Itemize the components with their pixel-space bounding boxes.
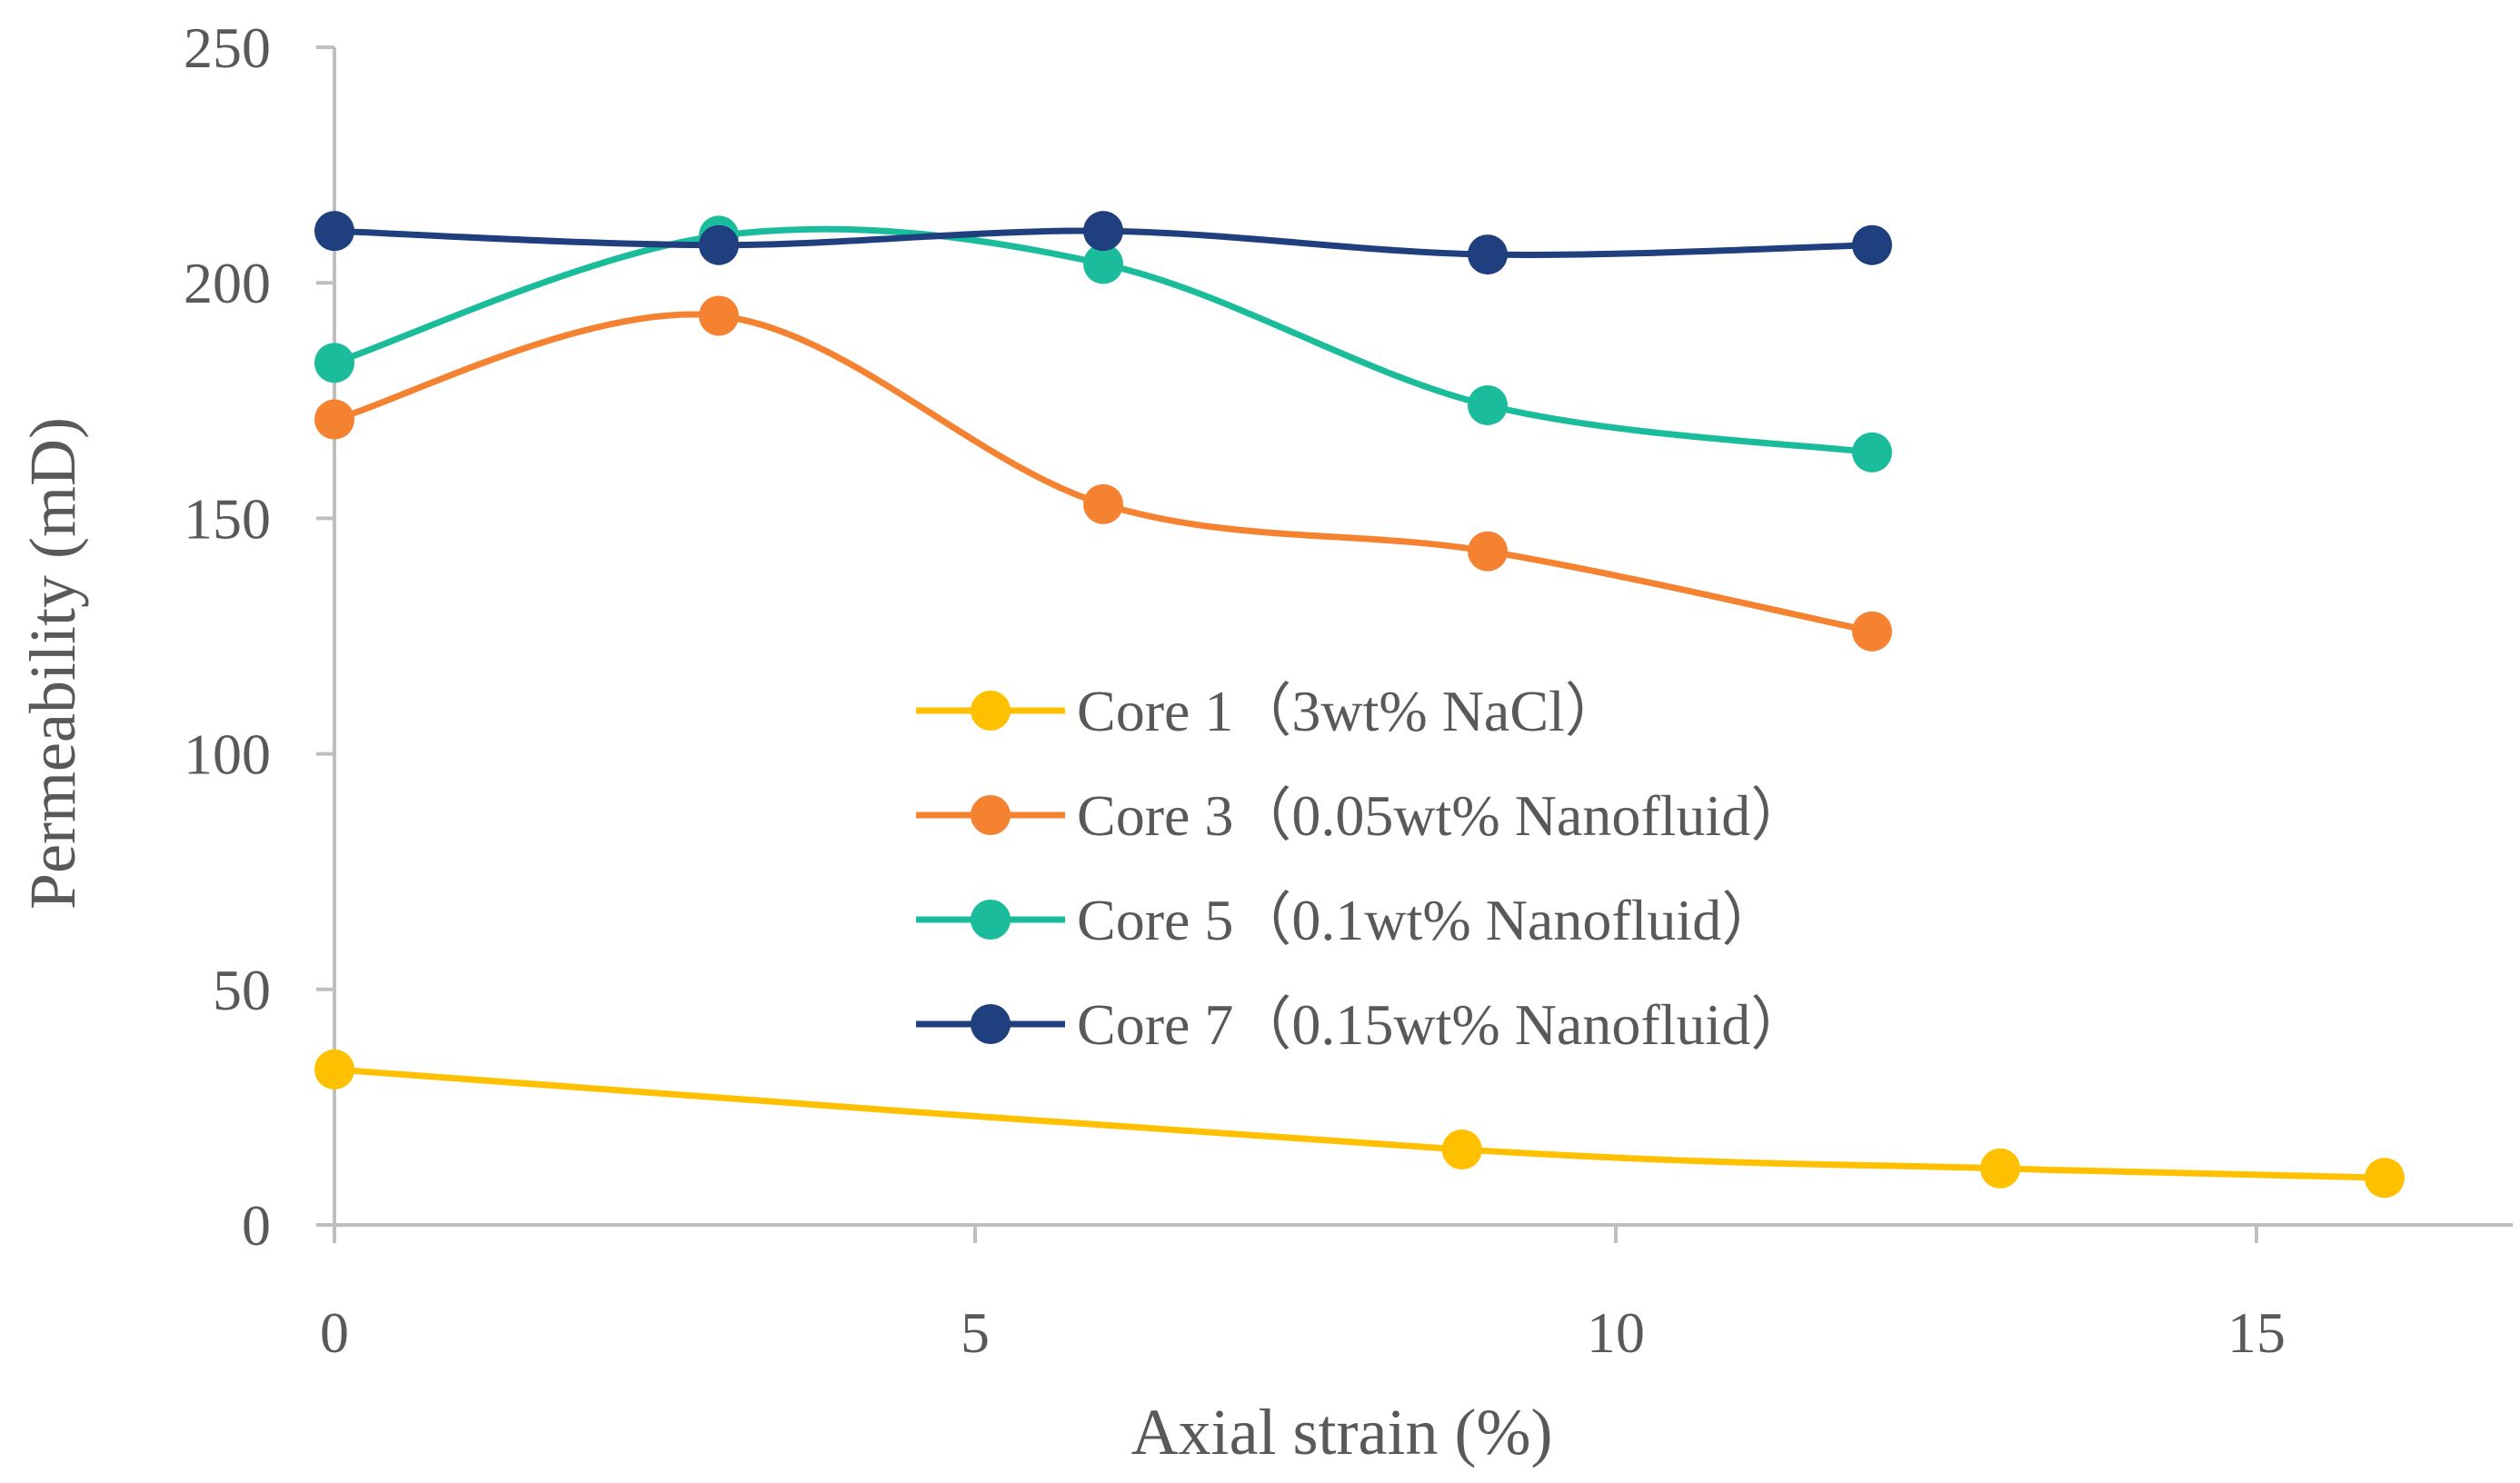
data-point: [1083, 211, 1123, 252]
y-tick-label: 100: [184, 722, 271, 787]
series-3: [314, 215, 1892, 473]
data-point: [1852, 224, 1892, 265]
series-1: [314, 1049, 2405, 1199]
legend-swatch-marker: [971, 900, 1011, 940]
data-point: [1468, 234, 1508, 275]
data-point: [2365, 1158, 2405, 1199]
data-point: [1468, 384, 1508, 425]
tick-labels: 0 50 100 150 200 250 0 5 10 15: [184, 15, 2286, 1365]
x-tick-label: 5: [961, 1300, 990, 1365]
y-tick-label: 0: [242, 1193, 271, 1258]
data-point: [1852, 432, 1892, 473]
legend-swatch-marker: [971, 691, 1011, 731]
legend-label: Core 3（0.05wt% Nanofluid）: [1077, 783, 1808, 848]
legend-swatch-marker: [971, 1004, 1011, 1044]
x-tick-label: 15: [2227, 1300, 2286, 1365]
legend-item: Core 5（0.1wt% Nanofluid）: [916, 888, 1779, 952]
data-point: [314, 399, 354, 440]
legend-item: Core 7（0.15wt% Nanofluid）: [916, 992, 1808, 1057]
legend-label: Core 1（3wt% NaCl）: [1077, 679, 1623, 743]
legend-label: Core 5（0.1wt% Nanofluid）: [1077, 888, 1779, 952]
series-group: [314, 211, 2405, 1199]
data-point: [1852, 611, 1892, 652]
series-line: [331, 311, 1876, 635]
data-point: [314, 211, 354, 252]
x-tick-label: 0: [320, 1300, 349, 1365]
tick-marks: [316, 45, 2258, 1243]
data-point: [1980, 1148, 2020, 1189]
series-4: [314, 211, 1892, 275]
legend-item: Core 1（3wt% NaCl）: [916, 679, 1623, 743]
series-2: [314, 295, 1892, 652]
y-tick-label: 50: [213, 958, 271, 1022]
data-point: [314, 343, 354, 383]
data-point: [1083, 244, 1123, 284]
data-point: [699, 224, 739, 265]
data-point: [1083, 483, 1123, 524]
data-point: [699, 295, 739, 336]
y-tick-label: 150: [184, 486, 271, 551]
series-line: [331, 1066, 2388, 1181]
legend-label: Core 7（0.15wt% Nanofluid）: [1077, 992, 1808, 1057]
x-tick-label: 10: [1587, 1300, 1645, 1365]
data-point: [1441, 1130, 1482, 1170]
y-axis-title: Permeability (mD): [16, 417, 89, 910]
legend-item: Core 3（0.05wt% Nanofluid）: [916, 783, 1808, 848]
legend-swatch-marker: [971, 795, 1011, 835]
y-tick-label: 200: [184, 251, 271, 315]
data-point: [1468, 531, 1508, 572]
legend: Core 1（3wt% NaCl） Core 3（0.05wt% Nanoflui…: [916, 679, 1808, 1057]
x-axis-title: Axial strain (%): [1131, 1396, 1553, 1468]
data-point: [314, 1049, 354, 1090]
y-tick-label: 250: [184, 15, 271, 80]
